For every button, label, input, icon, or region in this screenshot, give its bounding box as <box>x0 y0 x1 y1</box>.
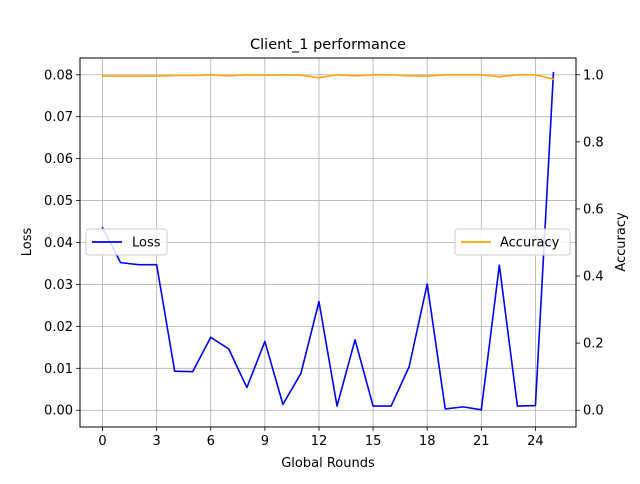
y-left-tick-label: 0.01 <box>44 362 73 377</box>
legend-accuracy: Accuracy <box>454 228 571 256</box>
y-right-tick-label: 0.8 <box>583 135 604 150</box>
x-tick-label: 6 <box>207 434 215 449</box>
x-tick-label: 3 <box>153 434 161 449</box>
x-tick-label: 21 <box>473 434 490 449</box>
y-right-tick-label: 0.0 <box>583 404 604 419</box>
x-tick-label: 9 <box>261 434 269 449</box>
y-left-tick-label: 0.04 <box>44 236 73 251</box>
chart-title: Client_1 performance <box>250 37 406 53</box>
y-axis-right-ticks: 0.0 0.2 0.4 0.6 0.8 1.0 <box>576 68 604 419</box>
y-axis-right-label: Accuracy <box>614 212 629 272</box>
y-left-tick-label: 0.08 <box>44 68 73 83</box>
y-left-tick-label: 0.05 <box>44 194 73 209</box>
series-lines <box>101 71 555 411</box>
y-left-tick-label: 0.03 <box>44 278 73 293</box>
x-tick-label: 12 <box>311 434 328 449</box>
y-right-tick-label: 1.0 <box>583 68 604 83</box>
x-tick-label: 18 <box>419 434 436 449</box>
legend-loss: Loss <box>85 228 168 256</box>
y-left-tick-label: 0.06 <box>44 152 73 167</box>
y-left-tick-label: 0.02 <box>44 320 73 335</box>
legend-accuracy-box <box>454 228 571 256</box>
series-line-accuracy <box>101 73 555 81</box>
y-left-tick-label: 0.00 <box>44 404 73 419</box>
x-axis-label: Global Rounds <box>281 456 375 471</box>
x-axis-ticks: 0 3 6 9 12 15 18 21 24 <box>98 427 544 449</box>
legend-loss-label: Loss <box>132 236 161 251</box>
x-tick-label: 15 <box>365 434 382 449</box>
y-right-tick-label: 0.2 <box>583 337 604 352</box>
series-line-loss <box>101 71 555 411</box>
legend-loss-box <box>85 228 168 256</box>
grid <box>80 58 576 427</box>
y-right-tick-label: 0.4 <box>583 270 604 285</box>
y-left-tick-label: 0.07 <box>44 110 73 125</box>
y-right-tick-label: 0.6 <box>583 202 604 217</box>
y-axis-left-label: Loss <box>20 228 35 257</box>
legend-accuracy-label: Accuracy <box>500 236 560 251</box>
y-axis-left-ticks: 0.00 0.01 0.02 0.03 0.04 0.05 0.06 0.07 0.08 <box>44 68 80 419</box>
x-tick-label: 0 <box>98 434 106 449</box>
x-tick-label: 24 <box>527 434 544 449</box>
